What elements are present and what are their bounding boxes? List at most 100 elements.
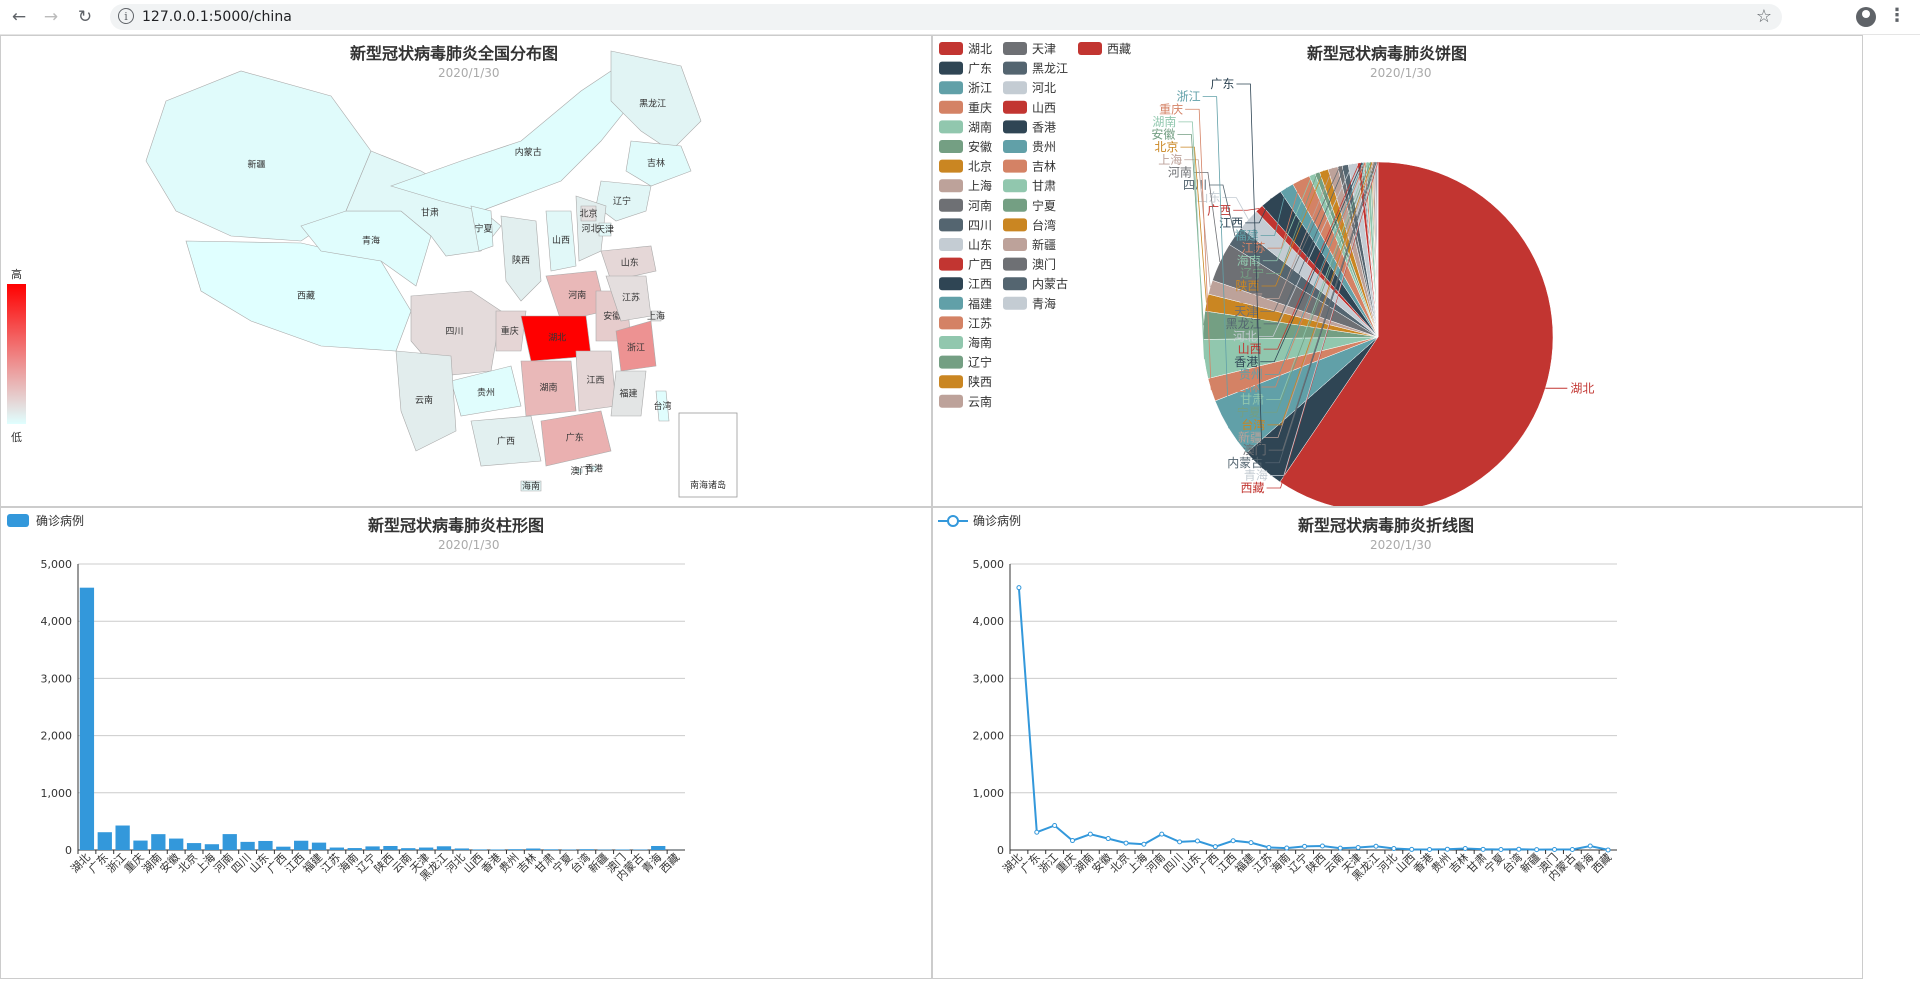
slice-label: 上海 [1158,152,1182,167]
url-text[interactable]: 127.0.0.1:5000/china [142,9,292,25]
legend-label: 山东 [968,238,992,252]
province-label: 湖南 [539,381,557,393]
bar [347,848,362,850]
legend-swatch [939,100,963,114]
province-label: 福建 [619,388,637,400]
province-label: 吉林 [647,157,665,169]
data-point [1105,836,1111,842]
legend-label: 广西 [968,258,992,272]
province-label: 北京 [579,208,597,220]
bar-legend-label[interactable]: 确诊病例 [36,514,85,528]
province-label: 安徽 [603,310,621,322]
bar-title: 新型冠状病毒肺炎柱形图 [368,516,545,535]
label-line [1245,198,1272,224]
province-label: 西藏 [297,290,315,302]
legend-label: 新疆 [1032,237,1056,252]
province-label: 广西 [497,435,515,447]
slice-label: 天津 [1234,304,1258,318]
legend-label: 西藏 [1107,42,1131,56]
legend-label: 广东 [968,62,992,76]
slice-label: 河南 [1168,164,1192,179]
province-label: 内蒙古 [515,146,542,158]
legend-label: 上海 [968,178,992,193]
data-point [1230,838,1236,844]
bar [651,845,666,850]
legend-swatch [1003,179,1027,193]
data-point [1302,843,1308,849]
slice-label: 黑龙江 [1226,317,1262,331]
visual-map-low-label: 低 [11,431,22,444]
slice-label: 辽宁 [1240,265,1264,280]
address-bar[interactable]: i 127.0.0.1:5000/china ☆ [110,4,1782,30]
province-label: 香港 [585,463,603,475]
slice-label: 河北 [1233,330,1257,344]
y-tick-label: 1,000 [973,787,1005,800]
data-point [1141,841,1147,847]
province-label: 重庆 [501,325,519,337]
legend-label: 湖北 [968,41,992,56]
bar [240,841,255,850]
data-point [1087,831,1093,837]
bar-legend-swatch[interactable] [7,514,29,527]
visual-map-bar [7,284,26,424]
y-tick-label: 5,000 [973,558,1005,571]
data-point [1373,843,1379,849]
legend-label: 内蒙古 [1032,276,1068,291]
province-label: 山东 [621,256,639,268]
bar [383,845,398,850]
province-label: 广东 [566,431,584,443]
bar [79,587,95,850]
legend-swatch [1003,277,1027,291]
legend-label: 陕西 [968,374,992,389]
bar [258,840,273,850]
line-legend-icon[interactable] [938,513,968,529]
account-icon[interactable] [1856,7,1876,27]
data-point [1319,843,1325,849]
province-shape [598,222,612,237]
slice-label: 广东 [1210,77,1234,91]
legend-label: 河南 [968,198,992,213]
slice-label: 安徽 [1151,127,1175,142]
label-line [1264,161,1374,438]
legend-swatch [939,218,963,232]
bookmark-star-icon[interactable]: ☆ [1755,6,1772,27]
y-tick-label: 0 [997,844,1004,857]
label-line [1178,121,1205,360]
data-point [1462,846,1468,852]
province-label: 甘肃 [421,207,439,219]
reload-icon[interactable]: ↻ [77,7,93,27]
bar [186,843,202,850]
menu-dots-icon[interactable]: ⋮ [1888,5,1906,26]
label-line [1266,162,1369,401]
forward-icon[interactable]: → [43,7,59,27]
data-point [1194,838,1200,844]
legend-swatch [1003,140,1027,153]
slice-label: 重庆 [1159,102,1183,116]
y-tick-label: 5,000 [41,558,73,571]
legend-label: 河北 [1032,81,1056,95]
label-line [1261,170,1325,287]
map-panel: 新型冠状病毒肺炎全国分布图 2020/1/30 高低 新疆 西藏 青海 甘肃 内蒙古 黑龙江… [0,35,932,507]
label-line [1268,161,1376,451]
back-icon[interactable]: ← [11,7,27,27]
line-legend-label[interactable]: 确诊病例 [973,514,1022,528]
legend-swatch [939,355,963,369]
label-line [1262,162,1371,413]
x-tick-label: 西藏 [657,851,682,876]
slice-label: 宁夏 [1237,404,1261,419]
label-line [1222,197,1249,220]
province-label: 河北 [581,223,599,235]
province-shape [590,465,598,472]
pie-title: 新型冠状病毒肺炎饼图 [1307,44,1468,63]
bar [526,848,541,850]
data-point [1409,846,1415,852]
legend-swatch [939,81,963,95]
bar [151,834,166,850]
info-icon[interactable]: i [118,8,134,24]
legend-label: 甘肃 [1032,179,1056,193]
y-tick-label: 4,000 [41,615,73,628]
bar [311,842,327,850]
province-label: 台湾 [653,400,671,412]
data-point [1337,845,1343,851]
legend-swatch [939,238,963,251]
